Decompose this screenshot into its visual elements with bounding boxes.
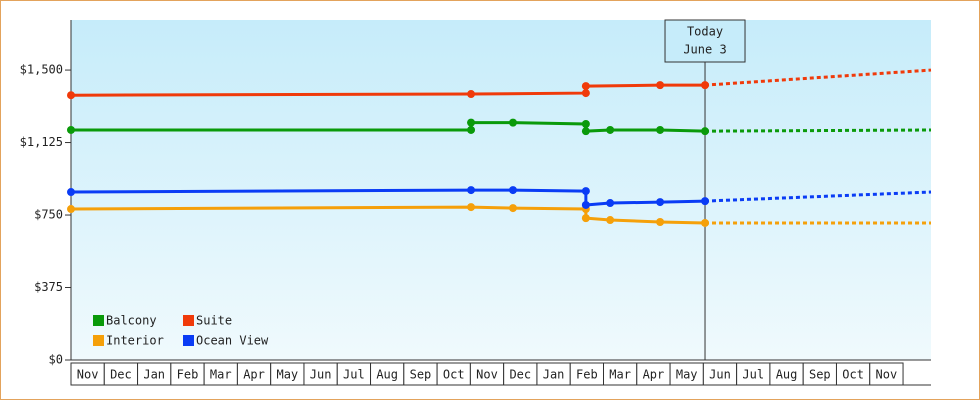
x-tick-label: Dec (509, 368, 531, 382)
point (656, 125, 665, 134)
point (581, 89, 590, 98)
legend-label: Ocean View (196, 334, 269, 348)
x-tick-label: Nov (77, 368, 99, 382)
x-tick-label: May (276, 368, 298, 382)
x-tick-label: Jun (310, 368, 332, 382)
point (581, 214, 590, 223)
today-box (664, 19, 746, 63)
x-tick-label: Jan (543, 368, 565, 382)
today-label: Today (687, 25, 723, 39)
point (508, 186, 517, 195)
point (467, 186, 476, 195)
point (467, 125, 476, 134)
x-tick-label: Aug (376, 368, 398, 382)
legend-swatch (183, 335, 194, 346)
point (581, 82, 590, 91)
y-tick-label: $375 (34, 280, 63, 294)
point (67, 188, 75, 197)
x-tick-label: Nov (476, 368, 498, 382)
x-tick-label: Nov (876, 368, 898, 382)
point (581, 187, 590, 196)
x-tick-label: May (676, 368, 698, 382)
legend-swatch (93, 315, 104, 326)
series-line (70, 188, 706, 207)
y-tick-label: $1,500 (20, 63, 63, 77)
point (467, 90, 476, 99)
point (701, 127, 710, 136)
legend-label: Balcony (106, 314, 157, 328)
forecast-line (705, 128, 932, 133)
x-tick-label: Oct (842, 368, 864, 382)
point (581, 127, 590, 136)
x-tick-label: Apr (643, 368, 665, 382)
point (67, 125, 75, 134)
forecast-line (704, 68, 932, 87)
point (656, 81, 665, 90)
legend-swatch (93, 335, 104, 346)
point (606, 125, 615, 134)
point (701, 218, 710, 227)
point (67, 91, 75, 100)
x-tick-label: Feb (177, 368, 199, 382)
point (606, 199, 615, 208)
point (508, 118, 517, 127)
y-tick-label: $750 (34, 208, 63, 222)
x-tick-label: Feb (576, 368, 598, 382)
x-tick-label: Jun (709, 368, 731, 382)
point (581, 119, 590, 128)
x-tick-label: Aug (776, 368, 798, 382)
x-tick-label: Mar (609, 368, 631, 382)
point (656, 198, 665, 207)
y-tick-label: $0 (49, 353, 63, 367)
legend-label: Interior (106, 334, 164, 348)
legend-swatch (183, 315, 194, 326)
point (467, 203, 476, 212)
today-label: June 3 (683, 43, 726, 57)
x-tick-label: Sep (410, 368, 432, 382)
point (701, 81, 710, 90)
x-tick-label: Dec (110, 368, 132, 382)
series-line (70, 205, 706, 225)
x-tick-label: Sep (809, 368, 831, 382)
forecast-line (704, 190, 932, 203)
point (581, 200, 590, 209)
x-tick-label: Oct (443, 368, 465, 382)
x-tick-label: Mar (210, 368, 232, 382)
point (656, 217, 665, 226)
legend-label: Suite (196, 314, 232, 328)
point (67, 205, 75, 214)
point (606, 216, 615, 225)
y-tick-label: $1,125 (20, 135, 63, 149)
x-tick-label: Apr (243, 368, 265, 382)
x-tick-label: Jul (343, 368, 365, 382)
x-tick-label: Jan (143, 368, 165, 382)
x-tick-label: Jul (742, 368, 764, 382)
point (467, 118, 476, 127)
point (508, 204, 517, 213)
point (701, 197, 710, 206)
